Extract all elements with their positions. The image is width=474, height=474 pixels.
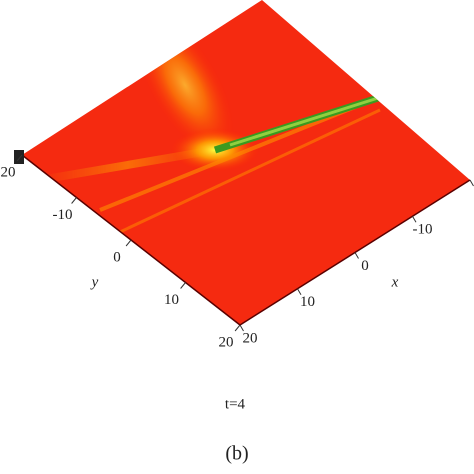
y-tick [180,282,186,289]
y-tick-label: 10 [164,292,179,308]
y-tick [125,239,132,247]
x-tick-label: 20 [243,330,258,346]
x-tick [297,288,302,296]
x-tick-label: 0 [361,258,369,274]
x-tick-label: 10 [300,294,315,310]
x-tick [412,215,417,223]
y-tick [71,197,77,204]
x-tick [354,252,359,259]
x-axis-label: x [391,274,399,290]
annotation: t=4 [225,396,246,412]
x-tick-label: -10 [413,222,433,238]
x-tick [239,324,244,332]
caption: (b) [225,443,248,465]
x-tick [469,179,474,187]
y-tick-label: -10 [53,207,73,223]
y-axis-label: y [90,274,99,290]
y-tick-label: 20 [219,335,234,351]
surface [14,0,471,326]
y-tick [234,324,241,332]
y-tick-label: 20 [1,165,16,181]
y-tick-label: 0 [113,250,121,266]
y-tick [16,154,23,162]
